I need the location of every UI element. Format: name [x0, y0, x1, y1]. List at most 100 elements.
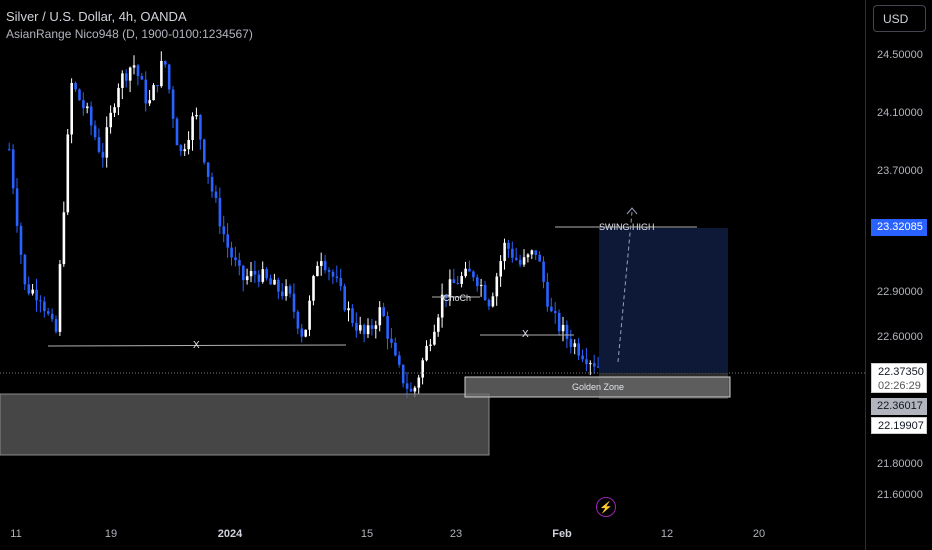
time-tick: 19 [104, 528, 118, 540]
candle-body [15, 188, 19, 226]
candle-body [35, 289, 38, 301]
candle-body [487, 300, 491, 307]
candle-body [58, 264, 62, 332]
candle-body [206, 162, 210, 177]
candle-body [542, 261, 545, 282]
candle-body [86, 106, 89, 109]
last-price-tag: 22.37350 02:26:29 [871, 363, 927, 393]
candle-body [253, 271, 257, 275]
candle-body [476, 277, 479, 286]
choch-label: ChoCh [443, 293, 472, 303]
long-position-target-box[interactable] [599, 228, 728, 373]
time-tick: 11 [10, 528, 22, 540]
candle-body [31, 289, 34, 294]
demand-zone-box[interactable] [0, 393, 490, 456]
x-label-right: X [522, 329, 529, 340]
x-level-line-left[interactable] [47, 344, 347, 347]
candle-body [409, 388, 413, 392]
candle-body [23, 254, 27, 285]
candle-body [339, 278, 343, 287]
candle-body [128, 67, 132, 81]
candle-body [437, 317, 440, 332]
candle-body [230, 247, 233, 258]
candle-body [335, 276, 339, 279]
candle-body [50, 313, 54, 320]
price-tick: 21.60000 [877, 489, 923, 501]
candle-body [417, 377, 421, 388]
candle-body [74, 82, 77, 90]
candle-body [596, 366, 600, 368]
golden-zone-box[interactable] [464, 376, 731, 398]
candle-body [89, 106, 93, 126]
candle-body [136, 65, 140, 77]
currency-button[interactable]: USD [873, 5, 926, 32]
candle-body [444, 294, 448, 298]
candle-body [117, 87, 120, 108]
candle-body [187, 139, 190, 150]
candle-body [440, 294, 444, 318]
candle-body [152, 85, 155, 101]
candle-body [550, 306, 553, 312]
price-tick: 22.60000 [877, 331, 923, 343]
price-tick: 21.80000 [877, 458, 923, 470]
price-axis[interactable]: 24.50000 24.10000 23.70000 22.90000 22.6… [866, 0, 932, 550]
price-chart[interactable] [0, 0, 866, 550]
candle-body [19, 225, 23, 255]
candle-body [11, 149, 15, 189]
candle-body [518, 259, 522, 265]
candle-body [515, 257, 518, 260]
candle-body [171, 89, 175, 119]
candle-body [93, 125, 97, 138]
candle-body [522, 257, 526, 265]
candle-body [425, 345, 428, 361]
candle-body [464, 268, 467, 277]
candle-body [296, 311, 300, 329]
candle-body [175, 118, 179, 146]
candle-body [355, 323, 358, 331]
candle-body [101, 151, 105, 158]
candle-body [288, 286, 292, 294]
candle-body [292, 293, 296, 312]
candle-body [160, 61, 163, 87]
candle-body [366, 325, 370, 335]
candle-body [370, 325, 374, 329]
candle-body [273, 279, 276, 285]
candle-body [199, 114, 202, 140]
candle-body [565, 324, 569, 339]
candle-body [281, 291, 284, 297]
candle-body [70, 82, 73, 135]
candle-body [561, 324, 565, 332]
candle-body [214, 191, 218, 199]
candle-body [554, 311, 557, 313]
swing-high-label: SWING HIGH [599, 222, 655, 232]
candle-body [113, 107, 116, 113]
candle-body [472, 271, 475, 278]
golden-zone-label: Golden Zone [572, 382, 625, 392]
candle-body [530, 250, 534, 255]
candle-body [327, 270, 331, 272]
time-tick: 12 [660, 528, 674, 540]
candle-body [526, 254, 530, 258]
candle-body [218, 198, 222, 227]
candle-body [323, 261, 327, 271]
candle-body [479, 284, 483, 286]
candle-body [284, 286, 288, 297]
candle-body [43, 301, 46, 312]
candle-body [257, 274, 261, 282]
candle-body [448, 279, 452, 298]
candle-body [8, 149, 11, 151]
candle-body [316, 265, 319, 277]
candle-body [269, 278, 272, 285]
time-tick: Feb [552, 528, 572, 540]
candle-body [456, 283, 460, 285]
candle-body [320, 261, 323, 266]
projection-arrow-head [626, 207, 638, 215]
indicator-legend[interactable]: AsianRange Nico948 (D, 1900-0100:1234567… [6, 27, 253, 41]
candle-body [511, 248, 514, 258]
candle-body [148, 100, 151, 104]
candle-body [125, 73, 128, 81]
candle-body [300, 328, 304, 337]
candle-body [589, 363, 592, 365]
lightning-icon[interactable]: ⚡ [596, 497, 616, 517]
candle-body [27, 284, 31, 294]
